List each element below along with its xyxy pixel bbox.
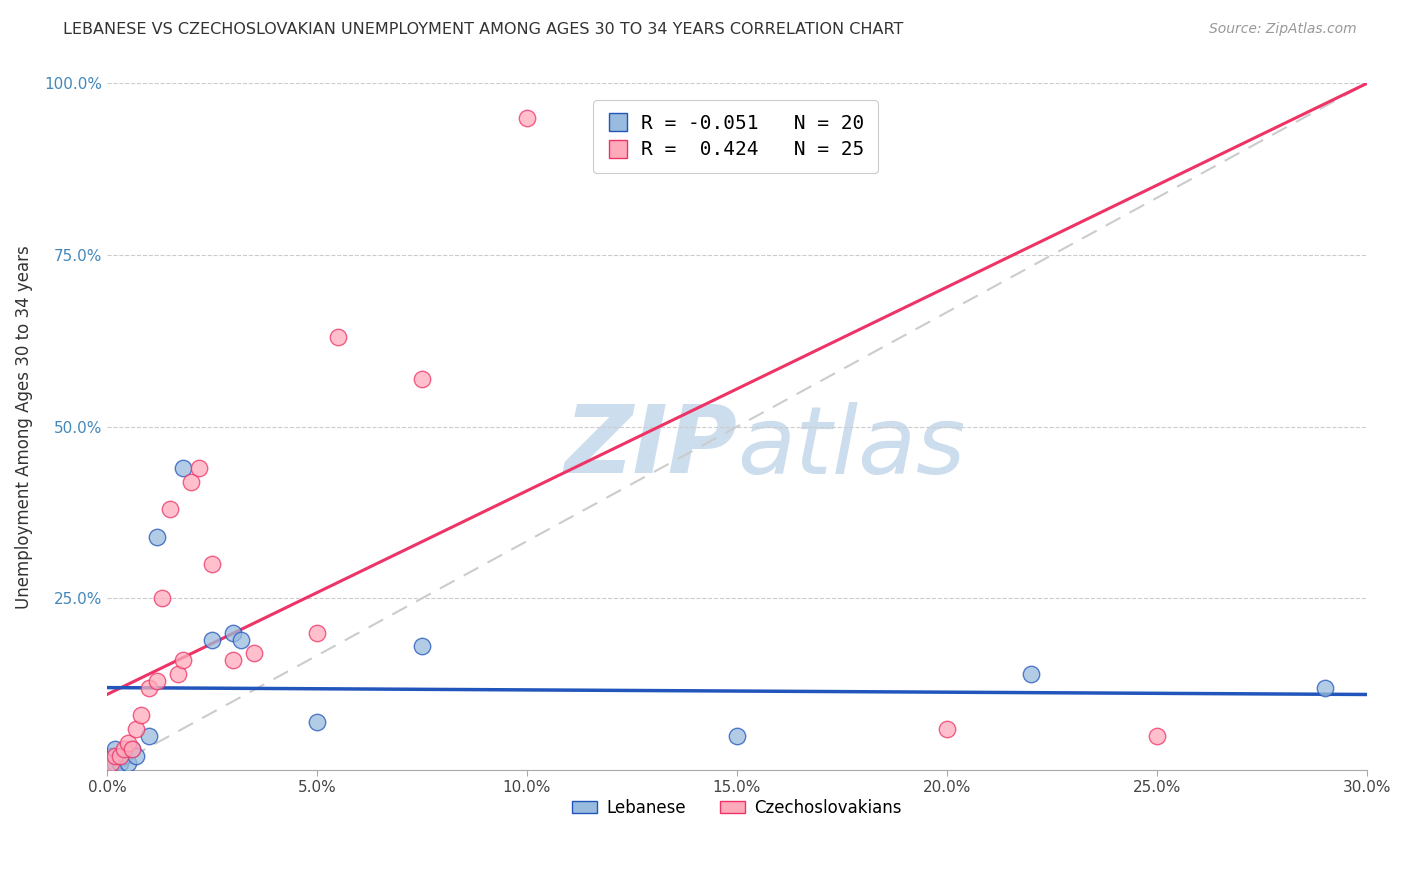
Point bbox=[100, 749, 122, 764]
Point bbox=[159, 502, 181, 516]
Point bbox=[104, 756, 127, 771]
Point bbox=[243, 646, 266, 660]
Text: LEBANESE VS CZECHOSLOVAKIAN UNEMPLOYMENT AMONG AGES 30 TO 34 YEARS CORRELATION C: LEBANESE VS CZECHOSLOVAKIAN UNEMPLOYMENT… bbox=[63, 22, 904, 37]
Point bbox=[188, 461, 211, 475]
Point bbox=[326, 330, 349, 344]
Point bbox=[222, 625, 245, 640]
Point bbox=[108, 749, 131, 764]
Point bbox=[117, 735, 139, 749]
Point bbox=[138, 681, 160, 695]
Point bbox=[725, 729, 748, 743]
Point bbox=[201, 557, 224, 571]
Point bbox=[305, 625, 328, 640]
Y-axis label: Unemployment Among Ages 30 to 34 years: Unemployment Among Ages 30 to 34 years bbox=[15, 244, 32, 608]
Point bbox=[180, 475, 202, 489]
Point bbox=[104, 749, 127, 764]
Point bbox=[201, 632, 224, 647]
Text: Source: ZipAtlas.com: Source: ZipAtlas.com bbox=[1209, 22, 1357, 37]
Point bbox=[129, 708, 152, 723]
Point bbox=[100, 756, 122, 771]
Point bbox=[112, 742, 135, 756]
Text: atlas: atlas bbox=[737, 401, 965, 492]
Point bbox=[125, 749, 148, 764]
Point bbox=[121, 742, 143, 756]
Point bbox=[104, 742, 127, 756]
Point bbox=[411, 372, 433, 386]
Point bbox=[150, 591, 173, 606]
Point bbox=[1313, 681, 1336, 695]
Point bbox=[231, 632, 253, 647]
Point bbox=[167, 666, 190, 681]
Point bbox=[1019, 666, 1042, 681]
Point bbox=[146, 530, 169, 544]
Legend: Lebanese, Czechoslovakians: Lebanese, Czechoslovakians bbox=[565, 792, 908, 823]
Point bbox=[108, 756, 131, 771]
Point bbox=[100, 759, 122, 773]
Text: ZIP: ZIP bbox=[564, 401, 737, 493]
Point bbox=[935, 722, 957, 736]
Point bbox=[125, 722, 148, 736]
Point bbox=[172, 461, 194, 475]
Point bbox=[121, 742, 143, 756]
Point bbox=[1146, 729, 1168, 743]
Point bbox=[305, 714, 328, 729]
Point bbox=[222, 653, 245, 667]
Point bbox=[516, 111, 538, 125]
Point bbox=[112, 749, 135, 764]
Point bbox=[138, 729, 160, 743]
Point bbox=[117, 756, 139, 771]
Point bbox=[146, 673, 169, 688]
Point bbox=[172, 653, 194, 667]
Point bbox=[411, 640, 433, 654]
